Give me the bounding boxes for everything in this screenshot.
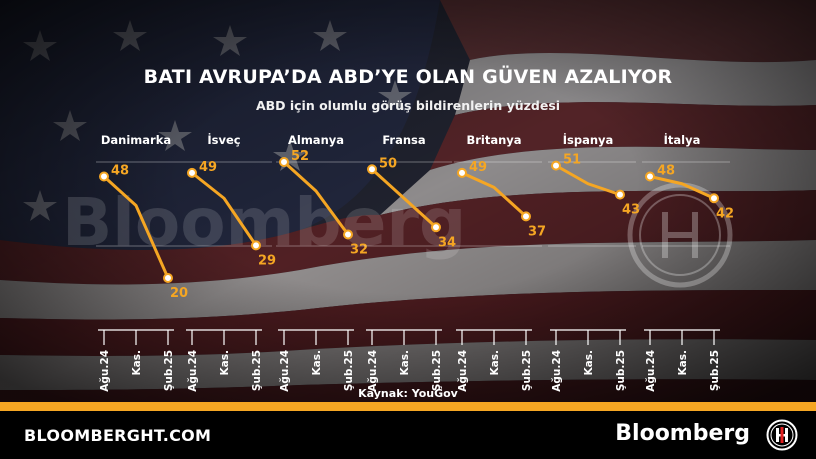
x-tick-label: Kas. <box>677 350 689 375</box>
series-line <box>282 160 350 236</box>
data-point <box>709 193 719 204</box>
data-label-start: 48 <box>657 164 675 179</box>
series-line <box>648 175 716 200</box>
x-tick-label: Şub.25 <box>709 350 721 391</box>
data-label-end: 42 <box>716 206 734 221</box>
data-label-start: 48 <box>111 164 129 179</box>
panel-title: Almanya <box>288 133 344 147</box>
data-point <box>343 229 353 240</box>
x-tick-label: Kas. <box>489 350 501 375</box>
data-point <box>251 240 261 251</box>
panel-title: İsveç <box>207 132 240 147</box>
data-label-end: 37 <box>528 224 546 239</box>
x-tick-label: Ağu.24 <box>187 350 199 392</box>
data-label-start: 51 <box>563 153 581 168</box>
data-point <box>457 167 467 178</box>
x-tick-label: Şub.25 <box>343 350 355 391</box>
x-tick-label: Kas. <box>583 350 595 375</box>
watermark-logo-icon <box>627 182 733 288</box>
data-label-end: 43 <box>622 203 640 218</box>
data-point <box>521 211 531 222</box>
x-tick-label: Şub.25 <box>521 350 533 391</box>
bloomberg-watermark: Bloomberg <box>62 184 466 261</box>
data-point <box>279 157 289 167</box>
data-label-end: 29 <box>258 253 276 268</box>
data-point <box>431 222 441 233</box>
x-tick-label: Ağu.24 <box>367 350 379 392</box>
x-tick-label: Ağu.24 <box>645 350 657 392</box>
x-tick-label: Şub.25 <box>251 350 263 391</box>
data-point <box>645 171 655 182</box>
footer-brand: Bloomberg <box>615 421 750 446</box>
x-tick-label: Kas. <box>311 350 323 375</box>
data-point <box>163 273 173 283</box>
x-tick-label: Kas. <box>399 350 411 375</box>
data-point <box>367 164 377 175</box>
x-tick-label: Kas. <box>131 350 143 375</box>
x-tick-label: Kas. <box>219 350 231 375</box>
x-tick-label: Şub.25 <box>615 350 627 391</box>
data-label-end: 32 <box>350 243 368 258</box>
chart-title: BATI AVRUPA’DA ABD’YE OLAN GÜVEN AZALIYO… <box>143 66 673 88</box>
data-label-end: 34 <box>438 235 456 250</box>
data-point <box>615 189 625 200</box>
source-note: Kaynak: YouGov <box>358 387 458 400</box>
data-label-start: 49 <box>199 160 217 175</box>
bloomberght-logo-icon <box>766 419 798 451</box>
series-line <box>460 171 528 218</box>
data-label-end: 20 <box>170 286 188 301</box>
panel-title: Fransa <box>382 133 425 147</box>
data-point <box>99 171 109 182</box>
data-point <box>187 167 197 178</box>
data-label-start: 52 <box>291 149 309 164</box>
data-label-start: 49 <box>469 160 487 175</box>
x-tick-label: Ağu.24 <box>99 350 111 392</box>
line-chart-panels: Danimarka 48 20 Ağu.24 Kas. Şub.25 İsveç 49 29 Ağ… <box>96 132 734 392</box>
panel-title: İspanya <box>563 132 614 147</box>
data-point <box>551 160 561 171</box>
x-tick-label: Ağu.24 <box>551 350 563 392</box>
panel-title: Danimarka <box>101 133 171 147</box>
panel-title: İtalya <box>664 132 701 147</box>
series-line <box>554 164 622 197</box>
x-tick-label: Şub.25 <box>163 350 175 391</box>
accent-bar <box>0 402 816 411</box>
footer: BLOOMBERGHT.COM Bloomberg <box>0 411 816 459</box>
x-tick-label: Ağu.24 <box>457 350 469 392</box>
x-tick-label: Şub.25 <box>431 350 443 391</box>
footer-site-link[interactable]: BLOOMBERGHT.COM <box>24 426 212 445</box>
data-label-start: 50 <box>379 156 397 171</box>
series-line <box>370 167 438 229</box>
series-line <box>102 175 170 280</box>
x-tick-label: Ağu.24 <box>279 350 291 392</box>
chart-subtitle: ABD için olumlu görüş bildirenlerin yüzd… <box>255 98 561 113</box>
panel-title: Britanya <box>466 133 521 147</box>
series-line <box>190 171 258 247</box>
